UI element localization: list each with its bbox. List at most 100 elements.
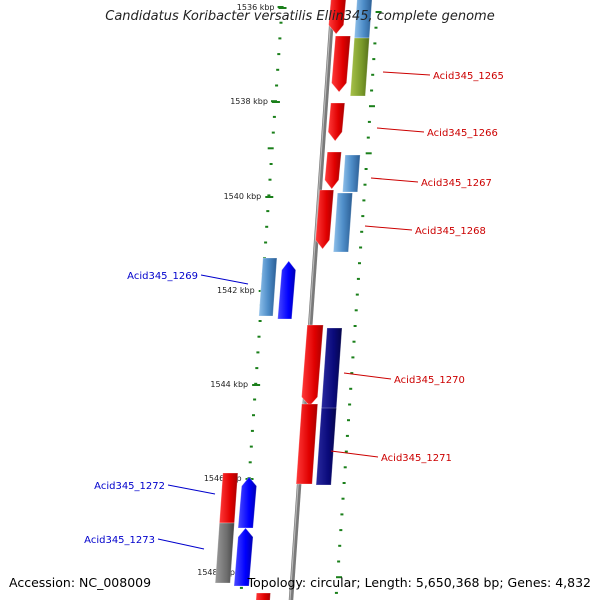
tick-right — [367, 120, 371, 123]
tick-right — [336, 576, 343, 579]
tick-right — [359, 246, 363, 249]
tick-right — [338, 544, 342, 547]
gene-label-acid345-1266[interactable]: Acid345_1266 — [427, 128, 498, 139]
tick-right — [339, 529, 343, 532]
tick-left — [254, 382, 258, 385]
gene-arrow-partial[interactable] — [255, 592, 271, 600]
backbone-line — [288, 0, 336, 600]
tick-right — [368, 105, 375, 108]
tick-right — [353, 325, 357, 327]
tick-right — [349, 387, 353, 390]
tick-right — [361, 215, 365, 218]
tick-right — [374, 26, 378, 29]
gene-label-acid345-1272[interactable]: Acid345_1272 — [94, 481, 165, 492]
gene-label-acid345-1271[interactable]: Acid345_1271 — [381, 453, 452, 464]
tick-left — [272, 115, 276, 118]
tick-left — [275, 84, 279, 87]
ruler-tick — [252, 384, 261, 386]
tick-left — [252, 414, 256, 417]
tick-right — [371, 73, 375, 76]
tick-right — [341, 497, 345, 500]
gene-arrow-acid345-1269[interactable] — [258, 257, 278, 317]
tick-right — [343, 466, 347, 469]
tick-right — [348, 403, 352, 406]
gene-arrow-acid345-1265-pair[interactable] — [349, 37, 370, 97]
ruler-label: 1540 kbp — [224, 192, 262, 201]
tick-left — [271, 131, 275, 134]
gene-leader-line — [343, 372, 392, 380]
tick-left — [239, 586, 243, 589]
tick-right — [360, 230, 364, 233]
gene-arrow-acid345-1272[interactable] — [218, 472, 239, 524]
gene-label-acid345-1273[interactable]: Acid345_1273 — [84, 535, 155, 546]
gene-leader-line — [370, 177, 419, 183]
gene-arrow-acid345-1268[interactable] — [315, 189, 335, 250]
gene-arrow-acid345-1273-pair[interactable] — [233, 527, 254, 587]
gene-leader-line — [330, 450, 379, 458]
tick-right — [352, 340, 356, 343]
tick-left — [277, 53, 281, 56]
gene-leader-line — [376, 127, 425, 133]
tick-right — [357, 262, 361, 265]
tick-right — [363, 183, 367, 186]
gene-label-acid345-1265[interactable]: Acid345_1265 — [433, 71, 504, 82]
ruler-tick — [271, 101, 280, 103]
tick-left — [248, 461, 252, 464]
map-title: Candidatus Koribacter versatilis Ellin34… — [105, 9, 495, 24]
gene-arrow-acid345-1270-pair[interactable] — [320, 327, 343, 411]
ruler-label: 1542 kbp — [217, 286, 255, 295]
gene-leader-line — [167, 484, 216, 495]
gene-leader-line — [382, 71, 431, 76]
gene-arrow-acid345-1266[interactable] — [327, 102, 346, 142]
gene-leader-line — [200, 274, 249, 285]
tick-right — [350, 372, 354, 375]
gene-label-acid345-1269[interactable]: Acid345_1269 — [127, 271, 198, 282]
gene-arrow-acid345-1269-pair[interactable] — [277, 260, 297, 320]
gene-arrow-acid345-1273[interactable] — [214, 522, 235, 584]
tick-right — [340, 513, 344, 516]
tick-left — [266, 210, 270, 213]
ruler-tick — [265, 196, 274, 198]
gene-arrow-acid345-1268-pair[interactable] — [332, 192, 353, 253]
tick-left — [268, 178, 272, 181]
tick-left — [255, 367, 259, 370]
gene-arrow-acid345-1267-pair[interactable] — [342, 154, 361, 193]
genome-summary-text: Topology: circular; Length: 5,650,368 bp… — [247, 575, 591, 590]
gene-arrow-acid345-1271-pair[interactable] — [315, 407, 337, 486]
tick-left — [265, 225, 269, 228]
ruler-tick — [278, 7, 287, 9]
tick-left — [257, 335, 261, 338]
ruler-label: 1538 kbp — [230, 97, 268, 106]
backbone-highlight — [289, 0, 333, 600]
gene-arrow-acid345-1271[interactable] — [295, 403, 319, 485]
tick-right — [375, 11, 382, 13]
tick-right — [345, 434, 349, 437]
gene-label-acid345-1267[interactable]: Acid345_1267 — [421, 178, 492, 189]
gene-leader-line — [364, 225, 413, 231]
tick-left — [249, 445, 253, 448]
tick-left — [276, 68, 280, 71]
tick-right — [342, 482, 346, 484]
gene-arrow-acid345-1265[interactable] — [331, 35, 351, 93]
tick-right — [365, 152, 372, 155]
tick-right — [354, 309, 358, 312]
tick-right — [347, 419, 351, 422]
tick-left — [279, 21, 283, 24]
tick-left — [253, 398, 257, 401]
ruler-label: 1536 kbp — [237, 3, 275, 12]
gene-label-acid345-1270[interactable]: Acid345_1270 — [394, 375, 465, 386]
gene-label-acid345-1268[interactable]: Acid345_1268 — [415, 226, 486, 237]
gene-arrow-acid345-1270[interactable] — [301, 324, 324, 407]
tick-left — [264, 241, 268, 244]
gene-leader-line — [157, 538, 205, 550]
tick-left — [256, 351, 260, 354]
tick-right — [334, 591, 338, 594]
tick-right — [362, 199, 366, 202]
gene-arrow-acid345-1267[interactable] — [324, 151, 342, 190]
gene-arrow-acid345-1272-pair[interactable] — [237, 476, 258, 529]
tick-right — [366, 136, 370, 139]
tick-left — [258, 320, 262, 322]
tick-right — [356, 277, 360, 280]
gene-arrow-partial[interactable] — [328, 0, 347, 35]
ruler-label: 1544 kbp — [210, 380, 248, 389]
